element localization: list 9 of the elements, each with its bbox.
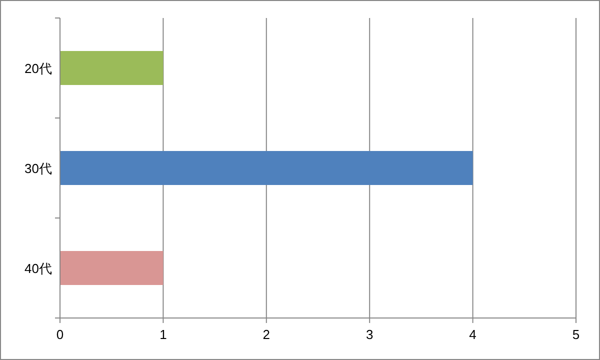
x-tick-label: 5 xyxy=(572,327,580,342)
y-tick-label: 30代 xyxy=(24,161,52,176)
x-tick-label: 3 xyxy=(366,327,374,342)
x-tick-label: 0 xyxy=(56,327,64,342)
y-tick-label: 20代 xyxy=(24,61,52,76)
y-tick-label: 40代 xyxy=(24,261,52,276)
x-tick-label: 1 xyxy=(160,327,167,342)
x-tick-label: 2 xyxy=(262,327,270,342)
x-tick-label: 4 xyxy=(469,327,476,342)
